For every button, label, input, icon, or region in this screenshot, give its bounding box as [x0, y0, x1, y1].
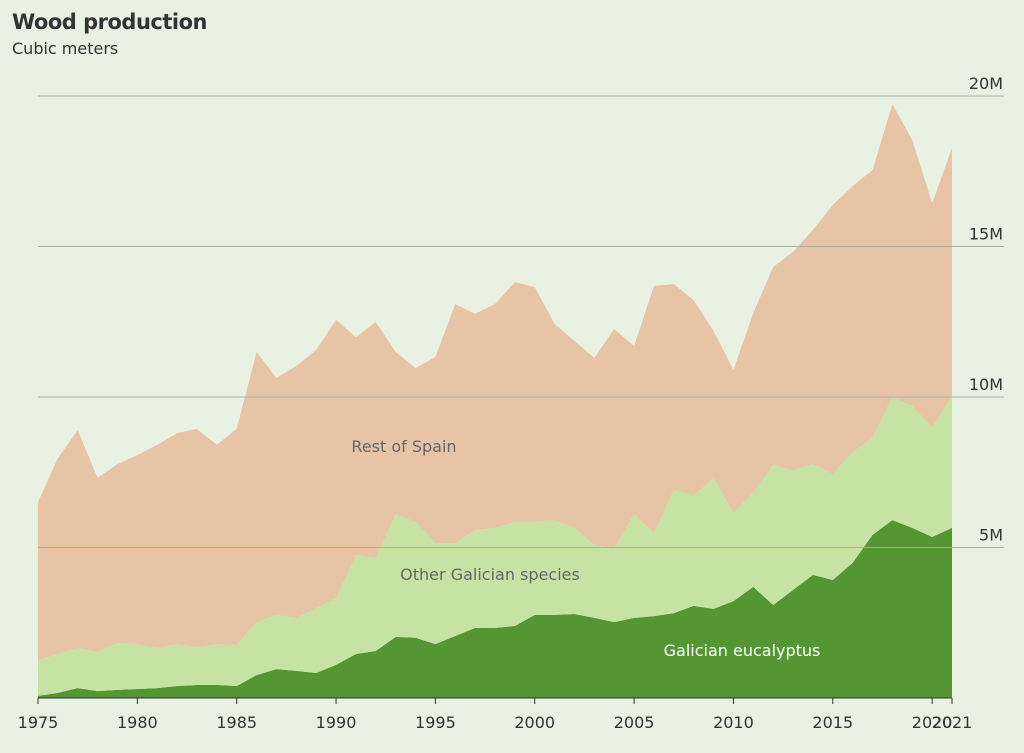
y-tick-label: 20M: [969, 74, 1003, 93]
x-tick-label: 1985: [216, 713, 257, 732]
x-tick-label: 1990: [316, 713, 357, 732]
area: [38, 104, 952, 661]
chart-title: Wood production: [12, 10, 207, 34]
x-tick-label: 2000: [514, 713, 555, 732]
x-tick-label: 2021: [932, 713, 973, 732]
chart-subtitle: Cubic meters: [12, 39, 118, 58]
series-label: Other Galician species: [400, 565, 580, 584]
x-tick-label: 2005: [614, 713, 655, 732]
x-tick-label: 1995: [415, 713, 456, 732]
series-label: Galician eucalyptus: [664, 641, 821, 660]
x-tick-label: 1980: [117, 713, 158, 732]
area: [38, 397, 952, 696]
series-label: Rest of Spain: [351, 437, 456, 456]
x-tick-label: 2020: [912, 713, 953, 732]
y-tick-label: 5M: [979, 526, 1003, 545]
area: [38, 520, 952, 698]
x-tick-label: 1975: [18, 713, 59, 732]
x-tick-label: 2015: [812, 713, 853, 732]
y-tick-label: 10M: [969, 375, 1003, 394]
y-tick-label: 15M: [969, 225, 1003, 244]
x-tick-label: 2010: [713, 713, 754, 732]
